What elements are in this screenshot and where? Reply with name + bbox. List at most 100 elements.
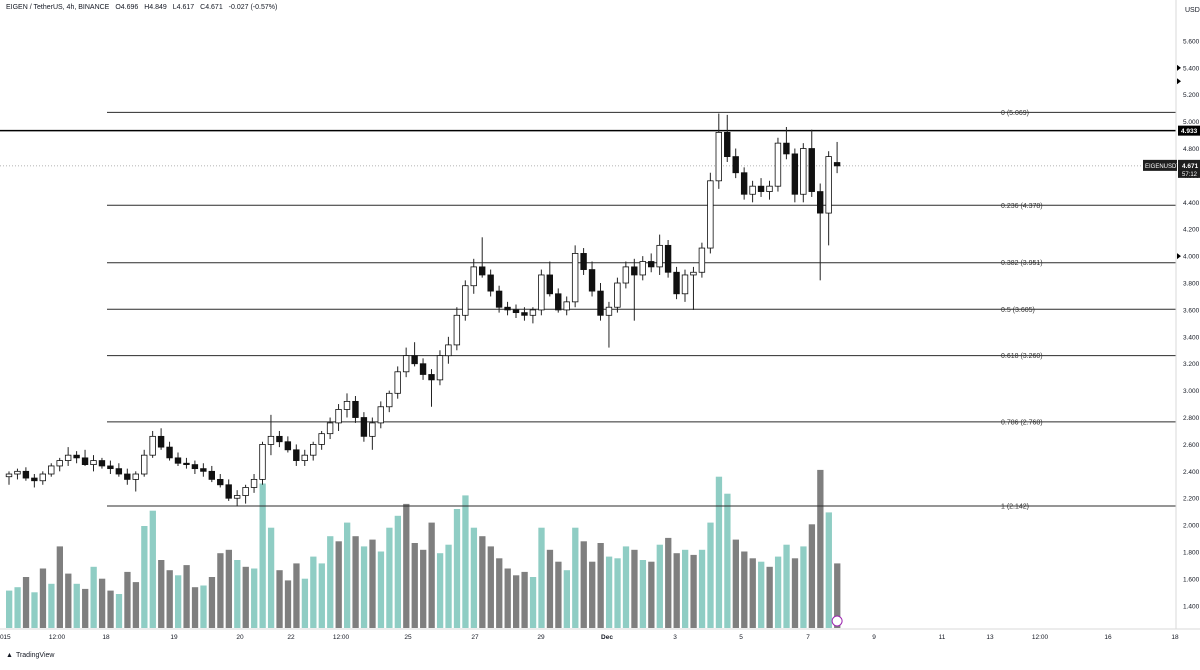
volume-bar [56, 546, 63, 628]
candle-body [546, 274, 553, 295]
candle-body [419, 363, 427, 375]
time-tick-label: 19 [170, 634, 178, 641]
volume-bar [411, 543, 418, 628]
symbol-tag-text: EIGENUSDT [1145, 164, 1180, 170]
time-tick-label: 3 [673, 634, 677, 641]
volume-bar [774, 556, 782, 628]
candle-body [411, 355, 418, 365]
price-tick-label: 1.600 [1183, 576, 1200, 583]
candle-body [470, 266, 477, 287]
volume-bar [335, 541, 342, 628]
candle-body [833, 162, 841, 167]
candle-body [233, 495, 241, 499]
candle-body [715, 131, 722, 182]
price-tick-label: 3.400 [1183, 334, 1200, 341]
candle-body [402, 355, 410, 373]
candle-body [825, 156, 832, 214]
candle-body [622, 266, 630, 284]
volume-bar [369, 539, 376, 628]
price-tick-label: 2.000 [1183, 523, 1200, 530]
volume-bar [31, 592, 38, 628]
candle-body [326, 422, 334, 435]
volume-bar [394, 515, 401, 628]
candle-body [352, 400, 359, 418]
candle-body [132, 473, 139, 480]
candle-body [740, 172, 748, 195]
price-tick-label: 2.600 [1183, 442, 1200, 449]
time-tick-label: 29 [537, 634, 545, 641]
time-tick-label: 22 [287, 634, 295, 641]
volume-bar [208, 577, 216, 628]
candle-body [369, 422, 376, 437]
price-tick-label: 2.800 [1183, 415, 1200, 422]
time-tick-label: 12:00 [49, 634, 66, 641]
volume-bar [73, 583, 80, 628]
volume-bar [698, 549, 706, 628]
volume-bar [183, 565, 190, 628]
candle-body [664, 244, 672, 273]
time-tick-label: 13 [986, 634, 994, 641]
volume-bar [158, 560, 165, 628]
volume-bar [318, 563, 325, 628]
price-tick-label: 5.000 [1183, 119, 1200, 126]
symbol-tag [1143, 159, 1177, 171]
fib-label: 0.618 (3.260) [1001, 353, 1043, 360]
candle-body [453, 314, 461, 346]
candle-body [749, 185, 756, 195]
time-tick-label: 18 [102, 634, 110, 641]
time-tick-label: 15 [3, 634, 11, 641]
volume-bar [301, 578, 309, 628]
candle-body [808, 148, 815, 192]
volume-bar [648, 561, 655, 628]
volume-bar [808, 524, 816, 628]
countdown-value: 57:12 [1182, 172, 1198, 178]
volume-bar [445, 544, 452, 628]
current-price-tag [1178, 159, 1200, 178]
volume-bar [572, 527, 579, 628]
candle-body [293, 449, 300, 461]
candle-body [343, 400, 351, 410]
volume-bar [555, 561, 562, 628]
volume-bar [141, 526, 148, 628]
price-tick-label: 3.600 [1183, 307, 1200, 314]
line-price-tag-text: 4.933 [1181, 128, 1198, 135]
candle-body [817, 191, 824, 214]
price-tick-label: 4.000 [1183, 254, 1200, 261]
price-tick-label: 4.200 [1183, 227, 1200, 234]
candle-body [394, 371, 401, 394]
fib-label: 0.382 (3.951) [1001, 260, 1043, 267]
volume-bar [673, 553, 680, 628]
price-tick-label: 5.200 [1183, 92, 1200, 99]
volume-bar [800, 546, 807, 628]
volume-bar [259, 483, 266, 628]
volume-bar [39, 568, 47, 628]
candle-body [360, 417, 368, 437]
volume-bar [436, 553, 444, 628]
volume-bar [225, 549, 232, 628]
candle-body [81, 457, 89, 465]
volume-bar [529, 577, 537, 628]
volume-bar [656, 544, 663, 628]
volume-bar [538, 527, 545, 628]
candle-body [504, 306, 511, 311]
candle-body [140, 454, 148, 475]
symbol-title: EIGEN / TetherUS, 4h, BINANCE [6, 4, 110, 11]
volume-bar [605, 556, 613, 628]
tradingview-logo[interactable]: ▲ TradingView [6, 652, 54, 659]
volume-bar [65, 573, 72, 628]
candle-body [791, 153, 799, 195]
time-tick-label: 16 [1104, 634, 1112, 641]
volume-bar [825, 512, 832, 628]
price-tick-label: 2.200 [1183, 496, 1200, 503]
candle-body [521, 312, 528, 316]
axis-currency: USDT [1185, 7, 1200, 14]
volume-bar [14, 587, 21, 628]
fib-label: 0.5 (3.605) [1001, 307, 1035, 314]
volume-bar [496, 558, 503, 628]
candle-body [428, 374, 435, 381]
ohlc-close: C4.671 [200, 4, 223, 11]
candle-body [90, 460, 97, 466]
volume-bar [234, 560, 241, 628]
